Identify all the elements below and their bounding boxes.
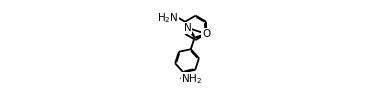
Text: H$_2$N: H$_2$N	[157, 11, 179, 25]
Text: O: O	[202, 29, 210, 39]
Text: N: N	[183, 23, 191, 33]
Text: NH$_2$: NH$_2$	[181, 72, 202, 86]
